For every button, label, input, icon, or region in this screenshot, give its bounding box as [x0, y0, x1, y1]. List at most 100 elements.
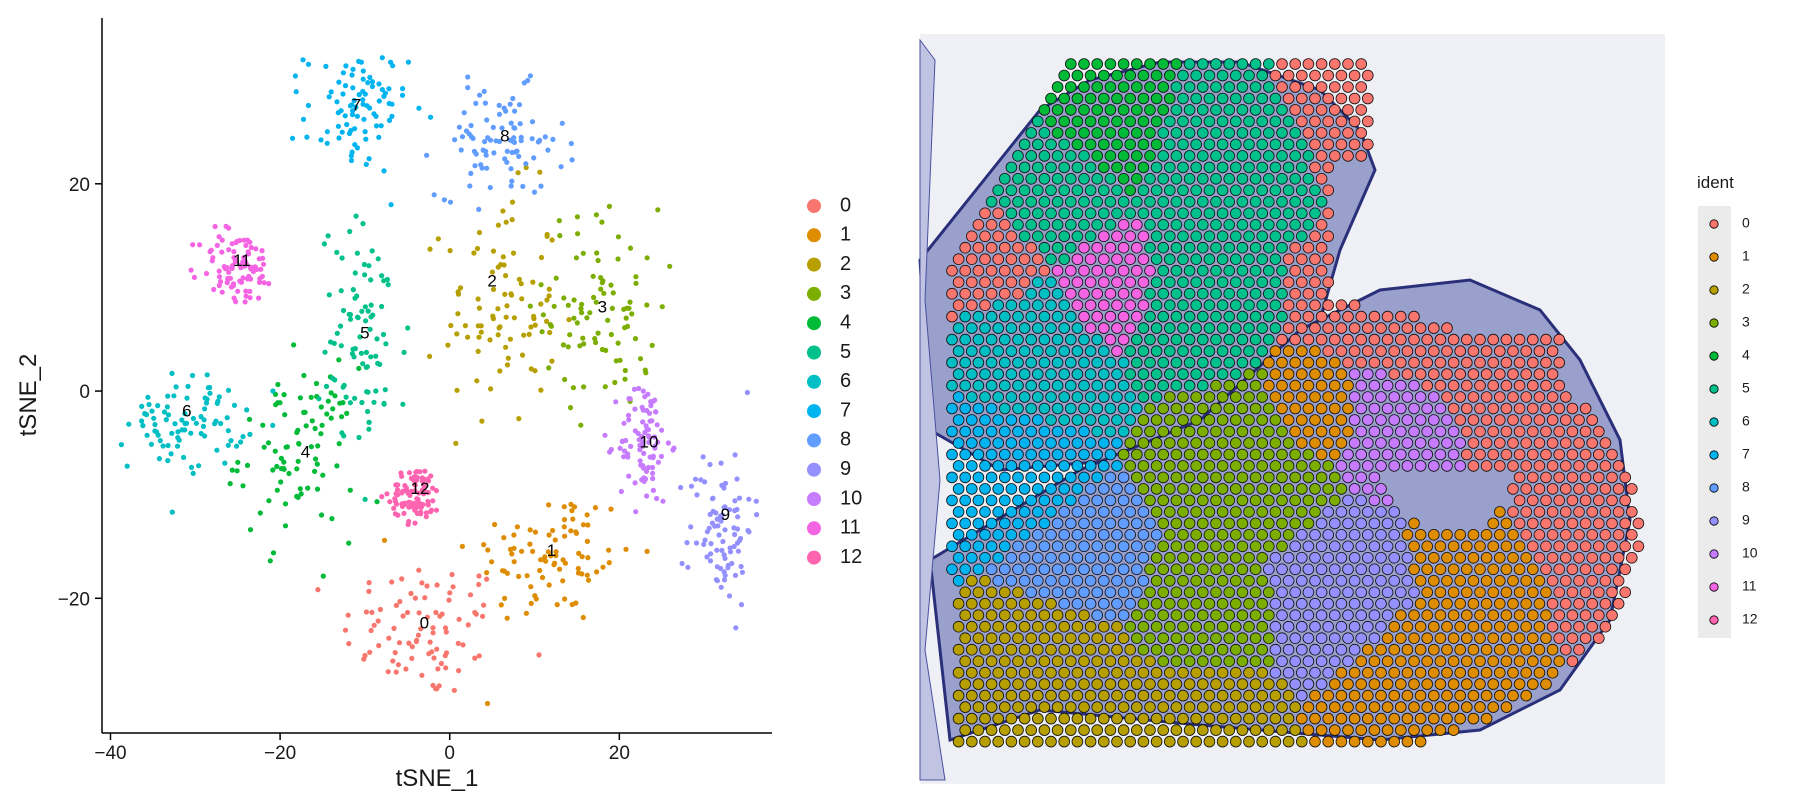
spatial-spot-cluster-5	[1282, 138, 1295, 151]
spatial-spot-cluster-0	[1553, 356, 1565, 369]
spatial-spot-cluster-9	[1322, 506, 1334, 518]
spatial-spot-cluster-2	[1071, 712, 1084, 725]
spatial-spot-cluster-3	[1164, 460, 1176, 472]
spatial-spot-cluster-7	[1025, 494, 1037, 507]
spatial-spot-cluster-5	[1144, 219, 1156, 231]
tsne-point-cluster-7	[349, 102, 355, 108]
spatial-spot-cluster-2	[992, 735, 1004, 748]
tsne-point-cluster-9	[714, 516, 720, 522]
spatial-legend-label-6: 6	[1742, 413, 1750, 429]
spatial-spot-cluster-5	[1051, 241, 1064, 254]
spatial-spot-cluster-5	[1223, 333, 1235, 346]
spatial-spot-cluster-2	[1296, 735, 1308, 748]
tsne-point-cluster-3	[571, 297, 577, 303]
spatial-spot-cluster-5	[1269, 299, 1282, 312]
tsne-point-cluster-5	[353, 213, 359, 219]
tsne-point-cluster-8	[478, 162, 484, 168]
tsne-point-cluster-11	[237, 262, 243, 268]
spatial-spot-cluster-3	[1210, 517, 1222, 530]
spatial-spot-cluster-1	[1447, 724, 1460, 736]
tsne-point-cluster-5	[359, 308, 365, 314]
spatial-spot-cluster-8	[1084, 597, 1097, 610]
spatial-spot-cluster-5	[1190, 207, 1202, 220]
tsne-point-cluster-10	[626, 417, 632, 423]
spatial-spot-cluster-5	[1276, 150, 1288, 162]
spatial-spot-cluster-3	[1282, 528, 1295, 541]
tsne-point-cluster-9	[737, 537, 743, 544]
spatial-spot-cluster-5	[1177, 69, 1189, 82]
spatial-spot-cluster-8	[1111, 574, 1123, 587]
spatial-spot-cluster-8	[1137, 551, 1150, 564]
tsne-point-cluster-8	[465, 85, 471, 91]
tsne-point-cluster-0	[484, 576, 490, 582]
tsne-point-cluster-6	[146, 401, 152, 408]
spatial-spot-cluster-3	[1144, 494, 1156, 507]
spatial-spot-cluster-0	[1480, 460, 1493, 472]
spatial-spot-cluster-1	[1414, 689, 1427, 702]
spatial-spot-cluster-8	[1124, 597, 1136, 610]
spatial-spot-cluster-1	[1276, 356, 1288, 369]
tsne-point-cluster-1	[554, 602, 560, 608]
tsne-point-cluster-7	[300, 116, 307, 122]
spatial-spot-cluster-2	[1051, 701, 1064, 713]
spatial-spot-cluster-5	[1144, 287, 1156, 300]
spatial-spot-cluster-0	[1441, 368, 1453, 380]
spatial-spot-cluster-5	[1263, 104, 1275, 116]
spatial-spot-cluster-1	[1335, 437, 1348, 449]
spatial-spot-cluster-8	[1098, 597, 1110, 610]
tsne-point-cluster-8	[496, 111, 503, 117]
spatial-spot-cluster-1	[1520, 666, 1532, 679]
spatial-spot-cluster-8	[1065, 586, 1077, 599]
spatial-spot-cluster-7	[1012, 425, 1024, 438]
tsne-point-cluster-10	[648, 403, 654, 409]
tsne-point-cluster-12	[418, 511, 424, 517]
spatial-spot-cluster-6	[1058, 322, 1070, 334]
tsne-point-cluster-12	[400, 488, 406, 494]
tsne-point-cluster-1	[502, 595, 508, 602]
tsne-point-cluster-1	[575, 565, 581, 572]
tsne-point-cluster-7	[336, 135, 342, 141]
spatial-spot-cluster-1	[1487, 563, 1499, 576]
spatial-spot-cluster-10	[1395, 425, 1407, 438]
spatial-spot-cluster-7	[985, 448, 998, 461]
tsne-point-cluster-3	[599, 219, 605, 225]
spatial-spot-cluster-1	[1434, 655, 1447, 667]
tsne-point-cluster-3	[539, 329, 545, 335]
spatial-spot-cluster-3	[1216, 414, 1229, 426]
legend-key-5	[807, 345, 821, 360]
spatial-spot-cluster-9	[1348, 620, 1361, 633]
spatial-spot-cluster-2	[1269, 689, 1282, 702]
spatial-spot-cluster-0	[1480, 368, 1493, 380]
spatial-spot-cluster-5	[1236, 356, 1249, 369]
tsne-point-cluster-6	[143, 412, 150, 418]
spatial-spot-cluster-5	[1256, 207, 1268, 220]
spatial-spot-cluster-4	[1098, 115, 1110, 128]
tsne-points	[118, 55, 760, 707]
spatial-spot-cluster-1	[1500, 609, 1513, 621]
spatial-spot-cluster-9	[1322, 620, 1334, 633]
spatial-spot-cluster-9	[1362, 574, 1374, 587]
tsne-point-cluster-2	[509, 199, 516, 205]
spatial-spot-cluster-3	[1177, 437, 1189, 449]
spatial-spot-cluster-10	[1375, 368, 1387, 380]
spatial-spot-cluster-3	[1197, 448, 1209, 461]
tsne-point-cluster-12	[430, 485, 436, 491]
tsne-point-cluster-11	[245, 251, 252, 257]
spatial-spot-cluster-3	[1157, 632, 1169, 644]
spatial-spot-cluster-3	[1197, 471, 1209, 484]
spatial-spot-cluster-1	[1513, 655, 1526, 667]
spatial-spot-cluster-7	[952, 391, 965, 403]
tsne-point-cluster-7	[349, 112, 356, 118]
tsne-point-cluster-8	[508, 120, 514, 126]
tsne-point-cluster-1	[585, 522, 591, 528]
tsne-point-cluster-0	[346, 641, 352, 647]
tsne-point-cluster-2	[532, 322, 538, 328]
spatial-spot-cluster-8	[1058, 528, 1070, 541]
tsne-point-cluster-4	[315, 443, 321, 449]
tsne-point-cluster-2	[488, 386, 494, 392]
tsne-point-cluster-7	[405, 59, 411, 65]
spatial-spot-cluster-10	[1375, 437, 1387, 449]
spatial-spot-cluster-3	[1243, 506, 1255, 518]
spatial-spot-cluster-0	[1546, 528, 1559, 541]
spatial-spot-cluster-5	[1183, 127, 1196, 139]
